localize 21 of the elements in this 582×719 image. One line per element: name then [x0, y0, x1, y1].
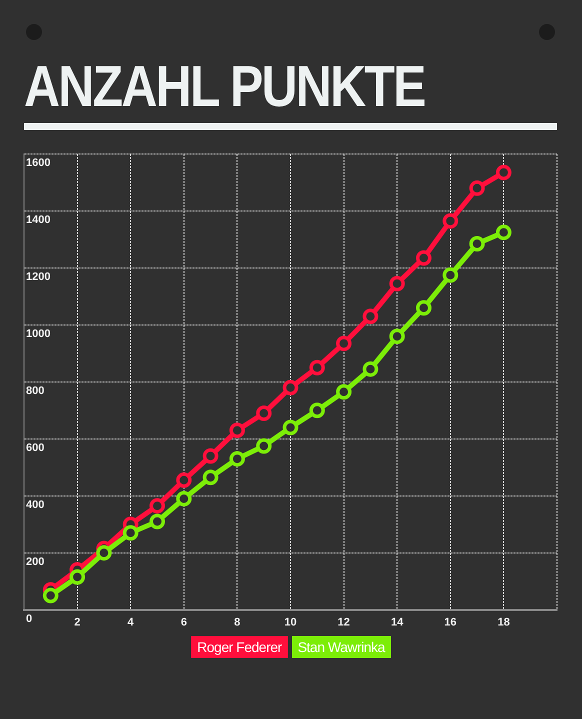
x-tick-label: 14	[390, 616, 404, 628]
x-tick-label: 16	[444, 616, 457, 628]
y-tick-label: 400	[26, 498, 44, 511]
text: Stan Wawrinka	[292, 636, 391, 658]
x-tick-label: 18	[498, 616, 510, 628]
x-tick-label: 4	[128, 616, 135, 628]
y-tick-label: 800	[26, 384, 44, 397]
x-tick-label: 12	[338, 616, 350, 628]
y-tick-label: 1200	[26, 270, 50, 283]
y-tick-label: 0	[26, 612, 32, 625]
x-tick-label: 10	[284, 616, 297, 628]
y-tick-label: 600	[26, 442, 44, 454]
y-tick-label: 1000	[26, 328, 50, 340]
x-tick-label: 2	[74, 616, 80, 628]
x-tick-label: 6	[180, 616, 187, 628]
y-tick-label: 200	[26, 556, 44, 568]
y-tick-label: 1600	[26, 157, 50, 170]
y-tick-label: 1400	[26, 214, 50, 226]
x-tick-label: 8	[234, 616, 240, 628]
chart-title: ANZAHL PUNKTE	[24, 53, 425, 121]
text: Roger Federer	[191, 636, 288, 658]
